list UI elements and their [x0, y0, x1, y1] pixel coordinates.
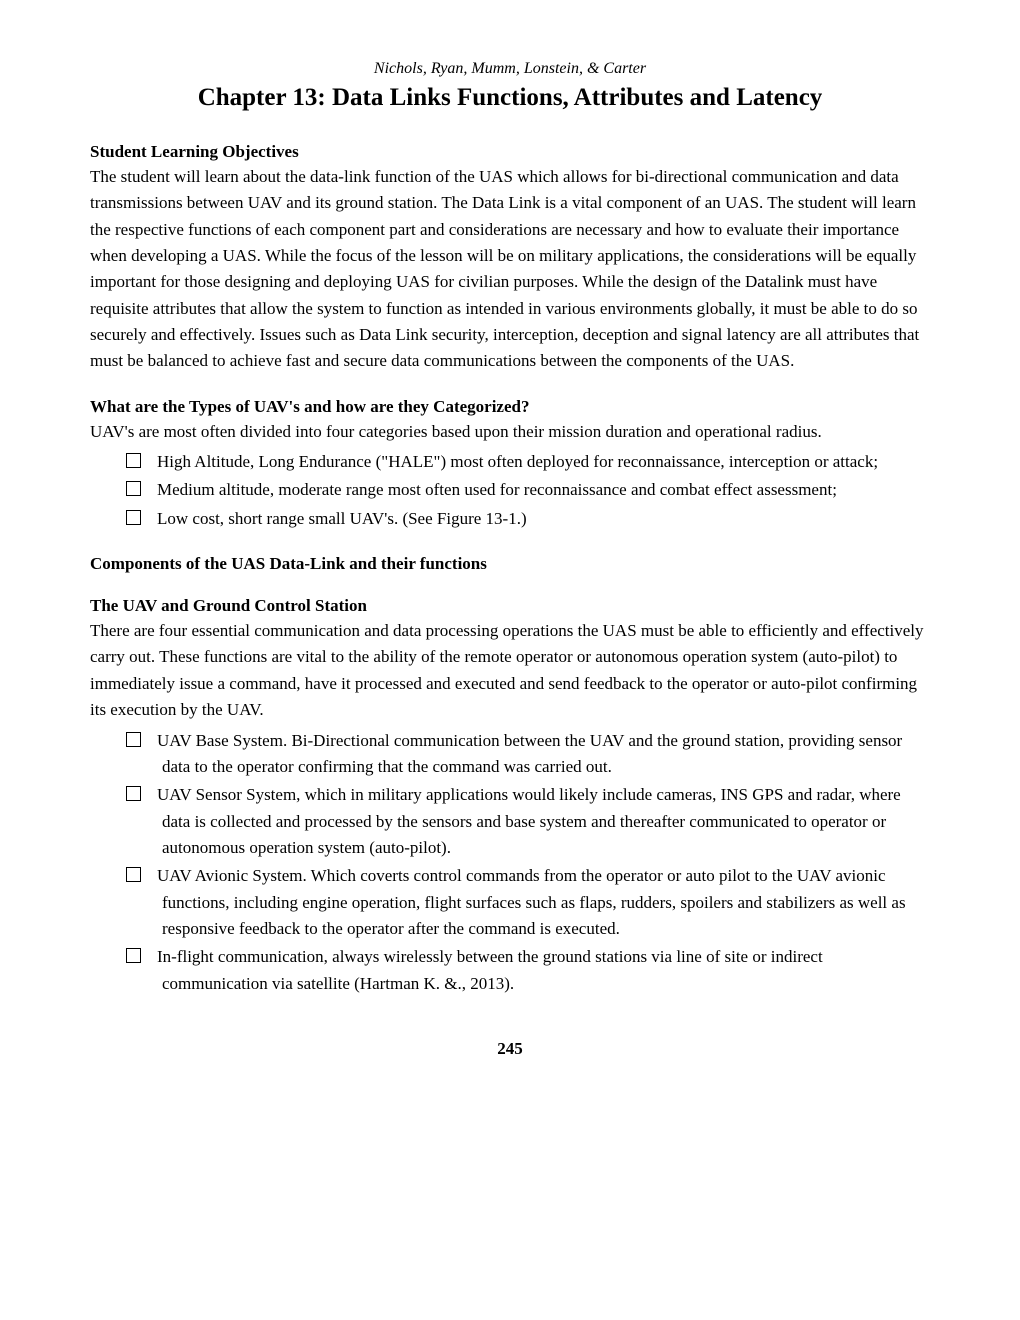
- body-paragraph: There are four essential communication a…: [90, 618, 930, 723]
- list-item: UAV Base System. Bi-Directional communic…: [90, 728, 930, 781]
- list-item: Medium altitude, moderate range most oft…: [90, 477, 930, 503]
- list-item: High Altitude, Long Endurance ("HALE") m…: [90, 449, 930, 475]
- list-item-text: In-flight communication, always wireless…: [157, 947, 823, 992]
- checkbox-icon: [126, 786, 141, 801]
- body-paragraph: The student will learn about the data-li…: [90, 164, 930, 375]
- checkbox-icon: [126, 867, 141, 882]
- running-head: Nichols, Ryan, Mumm, Lonstein, & Carter: [90, 60, 930, 78]
- checkbox-icon: [126, 732, 141, 747]
- list-item-text: UAV Sensor System, which in military app…: [157, 785, 901, 857]
- list-item-text: Medium altitude, moderate range most oft…: [157, 480, 837, 499]
- section-heading-types: What are the Types of UAV's and how are …: [90, 397, 930, 417]
- checkbox-icon: [126, 481, 141, 496]
- checkbox-icon: [126, 453, 141, 468]
- list-item-text: High Altitude, Long Endurance ("HALE") m…: [157, 452, 878, 471]
- body-paragraph: UAV's are most often divided into four c…: [90, 419, 930, 445]
- checklist-types: High Altitude, Long Endurance ("HALE") m…: [90, 449, 930, 532]
- list-item-text: UAV Avionic System. Which coverts contro…: [157, 866, 906, 938]
- checkbox-icon: [126, 948, 141, 963]
- section-heading-objectives: Student Learning Objectives: [90, 142, 930, 162]
- document-page: Nichols, Ryan, Mumm, Lonstein, & Carter …: [0, 0, 1020, 1099]
- list-item-text: UAV Base System. Bi-Directional communic…: [157, 731, 902, 776]
- section-heading-components: Components of the UAS Data-Link and thei…: [90, 554, 930, 574]
- list-item-text: Low cost, short range small UAV's. (See …: [157, 509, 527, 528]
- list-item: In-flight communication, always wireless…: [90, 944, 930, 997]
- list-item: Low cost, short range small UAV's. (See …: [90, 506, 930, 532]
- page-number: 245: [90, 1039, 930, 1059]
- chapter-title: Chapter 13: Data Links Functions, Attrib…: [90, 84, 930, 112]
- list-item: UAV Avionic System. Which coverts contro…: [90, 863, 930, 942]
- section-heading-ground-control: The UAV and Ground Control Station: [90, 596, 930, 616]
- checklist-components: UAV Base System. Bi-Directional communic…: [90, 728, 930, 997]
- list-item: UAV Sensor System, which in military app…: [90, 782, 930, 861]
- checkbox-icon: [126, 510, 141, 525]
